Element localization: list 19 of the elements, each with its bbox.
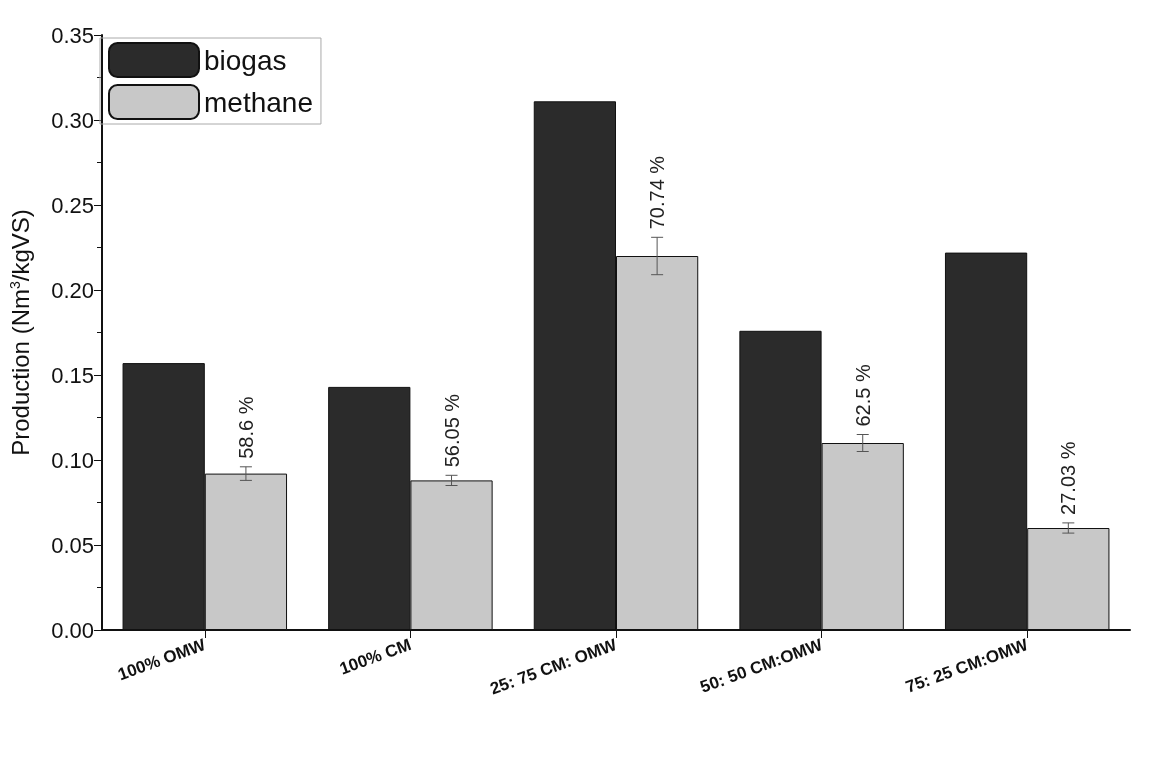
x-tick-label: 25: 75 CM: OMW [487,634,621,699]
legend-label: biogas [204,44,287,76]
x-tick-label: 100% OMW [115,634,209,685]
x-tick-label: 100% CM [337,635,414,679]
y-tick-label: 0.30 [51,107,94,133]
y-tick-label: 0.35 [51,22,94,48]
y-axis-title: Production (Nm3/kgVS) [6,209,34,456]
annotation: 58.6 % [234,396,257,459]
annotation: 27.03 % [1057,441,1080,515]
annotation: 70.74 % [646,155,669,230]
annotation: 56.05 % [440,393,463,468]
legend-label: methane [204,86,313,118]
annotation: 62.5 % [851,364,874,427]
y-tick-label: 0.15 [51,362,94,388]
y-tick-label: 0.00 [51,617,94,643]
y-tick-label: 0.05 [51,532,94,558]
y-tick-label: 0.20 [51,277,94,303]
y-tick-label: 0.10 [51,447,94,473]
y-tick-label: 0.25 [51,192,94,218]
